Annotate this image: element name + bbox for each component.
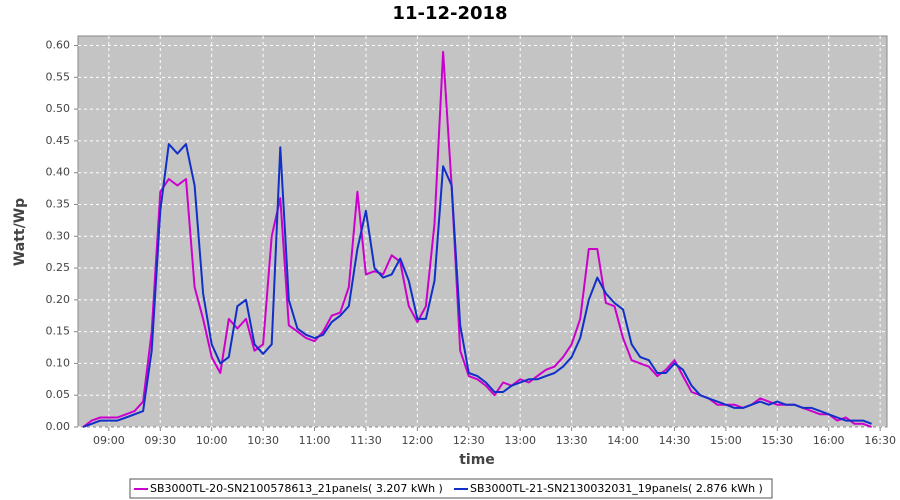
series-line bbox=[82, 143, 872, 428]
x-tick-label: 14:30 bbox=[659, 434, 691, 447]
y-tick-label: 0.20 bbox=[46, 293, 71, 306]
x-tick-label: 15:00 bbox=[710, 434, 742, 447]
x-tick-label: 13:30 bbox=[556, 434, 588, 447]
chart-title: 11-12-2018 bbox=[392, 3, 507, 24]
y-tick-label: 0.50 bbox=[46, 102, 71, 115]
series-line bbox=[82, 50, 872, 428]
x-tick-label: 09:30 bbox=[144, 434, 176, 447]
x-tick-label: 10:30 bbox=[247, 434, 279, 447]
y-tick-label: 0.25 bbox=[46, 261, 71, 274]
legend bbox=[129, 478, 773, 499]
plot-area bbox=[77, 35, 888, 428]
x-tick-label: 15:30 bbox=[761, 434, 793, 447]
y-tick-label: 0.40 bbox=[46, 166, 71, 179]
legend-label: SB3000TL-21-SN2130032031_19panels( 2.876… bbox=[470, 482, 763, 495]
x-axis-label: time bbox=[459, 452, 495, 468]
x-tick-label: 12:30 bbox=[453, 434, 485, 447]
y-tick-label: 0.45 bbox=[46, 134, 71, 147]
x-tick-label: 09:00 bbox=[93, 434, 125, 447]
y-tick-label: 0.35 bbox=[46, 197, 71, 210]
x-tick-label: 11:30 bbox=[350, 434, 382, 447]
x-tick-label: 13:00 bbox=[504, 434, 536, 447]
y-axis-label: Watt/Wp bbox=[12, 198, 28, 266]
y-tick-label: 0.60 bbox=[46, 39, 71, 52]
y-tick-label: 0.15 bbox=[46, 325, 71, 338]
y-tick-label: 0.10 bbox=[46, 356, 71, 369]
x-tick-label: 16:00 bbox=[813, 434, 845, 447]
y-tick-label: 0.55 bbox=[46, 70, 71, 83]
x-tick-label: 11:00 bbox=[299, 434, 331, 447]
y-tick-label: 0.00 bbox=[46, 420, 71, 433]
x-tick-label: 12:00 bbox=[402, 434, 434, 447]
x-tick-label: 14:00 bbox=[607, 434, 639, 447]
y-tick-label: 0.05 bbox=[46, 388, 71, 401]
y-tick-label: 0.30 bbox=[46, 229, 71, 242]
x-tick-label: 10:00 bbox=[196, 434, 228, 447]
x-tick-label: 16:30 bbox=[864, 434, 896, 447]
legend-label: SB3000TL-20-SN2100578613_21panels( 3.207… bbox=[150, 482, 443, 495]
